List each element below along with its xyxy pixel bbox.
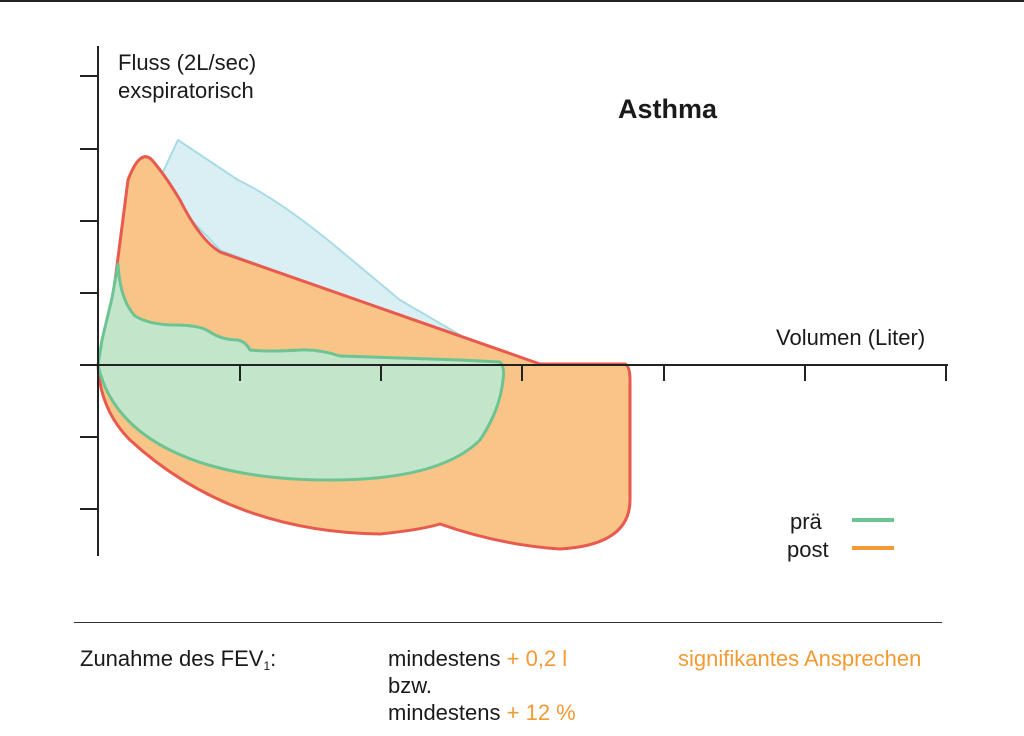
legend-pre-label: prä	[790, 509, 822, 534]
footer-label-suffix: :	[270, 646, 277, 671]
x-axis-ticks	[239, 365, 947, 381]
x-axis-label: Volumen (Liter)	[776, 325, 926, 350]
y-axis-ticks	[80, 75, 98, 510]
footer-result: signifikantes Ansprechen	[678, 646, 922, 671]
y-axis-label: Fluss (2L/sec)	[118, 50, 257, 75]
footer-label-prefix: Zunahme des FEV	[80, 646, 264, 671]
footer-criterion-1: mindestens + 0,2 l	[388, 646, 567, 672]
diagram-title: Asthma	[618, 94, 718, 124]
curve-pre-loop	[96, 262, 506, 482]
footer-divider	[74, 622, 942, 623]
top-rule	[0, 0, 1024, 2]
footer-label-subscript: 1	[263, 659, 271, 673]
footer-connector: bzw.	[388, 673, 433, 698]
y-axis-sublabel: exspiratorisch	[118, 78, 254, 103]
footer-label: Zunahme des FEV1:	[80, 646, 276, 679]
footer-criterion-2-value: + 12 %	[506, 700, 576, 725]
footer-criterion-2-text: mindestens	[388, 700, 501, 725]
footer-criterion-2: mindestens + 12 %	[388, 700, 576, 726]
footer-criterion-1-text: mindestens	[388, 646, 501, 671]
legend-post-label: post	[787, 537, 829, 562]
footer-criterion-1-value: + 0,2 l	[506, 646, 568, 671]
